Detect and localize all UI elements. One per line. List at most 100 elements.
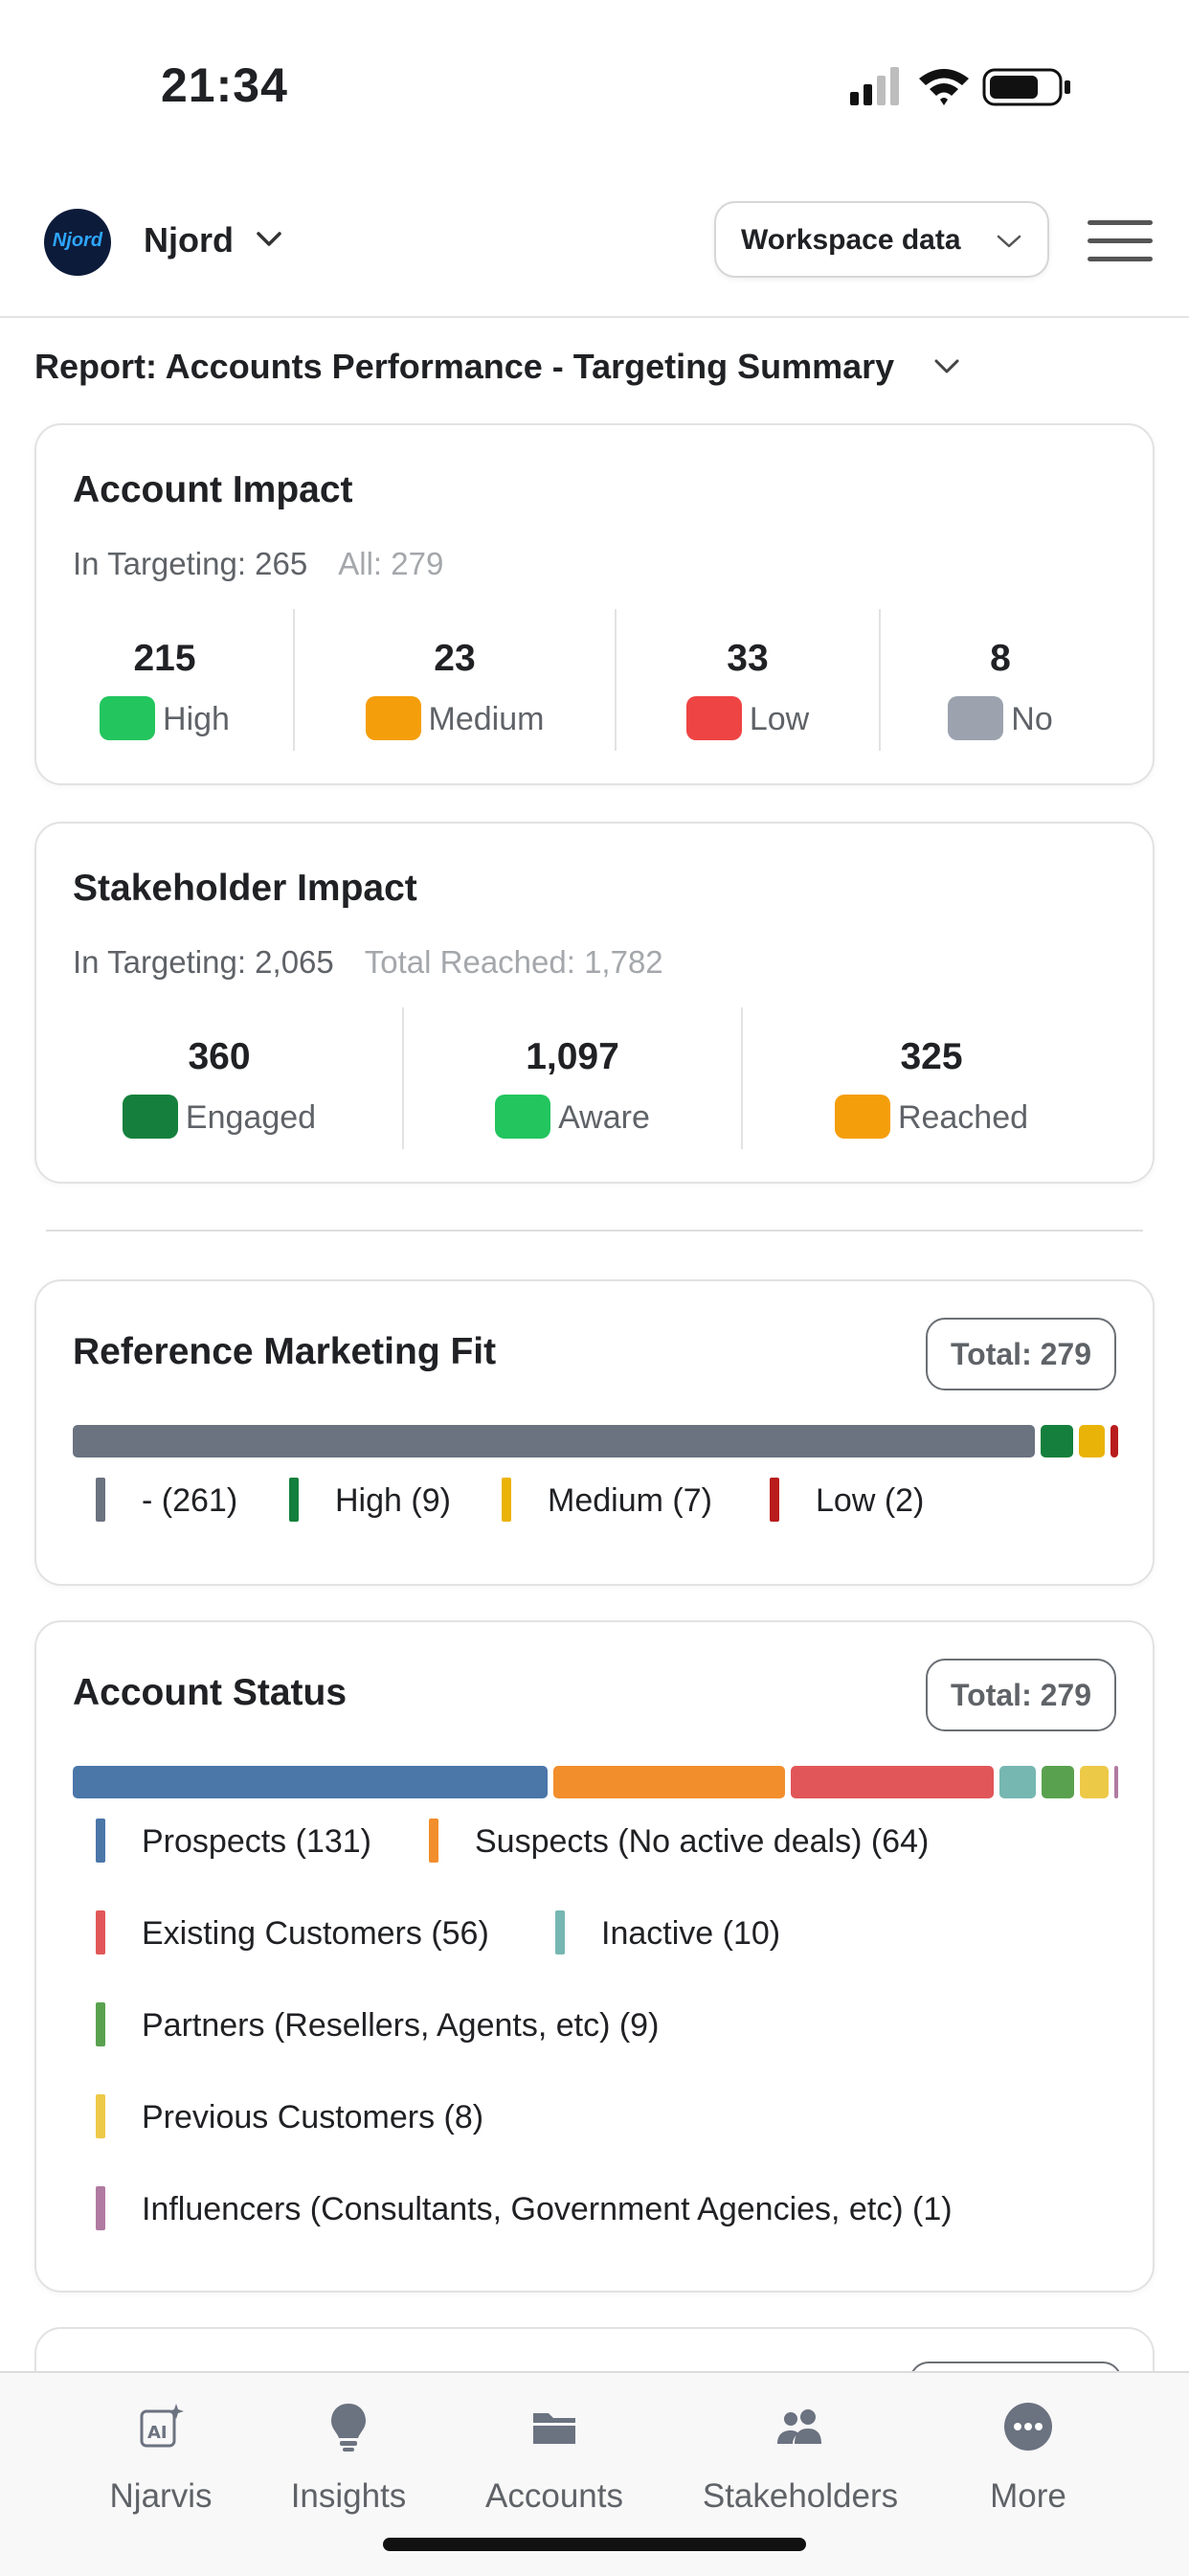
stat-label: High: [163, 700, 230, 737]
tab-accounts[interactable]: Accounts: [463, 2400, 645, 2516]
section-divider: [46, 1230, 1143, 1232]
legend-marker: [770, 1478, 779, 1522]
legend-swatch: [122, 1095, 178, 1139]
divider: [615, 609, 617, 751]
brand-logo[interactable]: Njord: [44, 209, 111, 276]
tab-label: More: [990, 2477, 1066, 2515]
legend-marker: [289, 1478, 299, 1522]
legend-marker: [96, 2186, 105, 2230]
legend-item-partners[interactable]: Partners (Resellers, Agents, etc) (9): [96, 2002, 659, 2049]
account-impact-card[interactable]: Account Impact In Targeting: 265 All: 279…: [34, 423, 1155, 785]
divider: [741, 1007, 743, 1149]
legend-item-low[interactable]: Low (2): [770, 1478, 924, 1525]
bar-segment-inactive[interactable]: [999, 1766, 1036, 1798]
legend-item-none[interactable]: - (261): [96, 1478, 237, 1525]
legend-item-suspects[interactable]: Suspects (No active deals) (64): [429, 1819, 929, 1865]
legend-item-previous-customers[interactable]: Previous Customers (8): [96, 2094, 483, 2141]
status-bar: 21:34: [0, 0, 1189, 172]
legend-swatch: [685, 696, 742, 740]
in-targeting-count: In Targeting: 265: [73, 546, 308, 581]
svg-text:AI: AI: [147, 2423, 168, 2443]
tab-stakeholders[interactable]: Stakeholders: [695, 2400, 906, 2516]
bar-segment-influencers[interactable]: [1114, 1766, 1119, 1798]
legend-item-medium[interactable]: Medium (7): [502, 1478, 712, 1525]
bar-segment-high[interactable]: [1040, 1425, 1074, 1457]
account-status-card[interactable]: Account Status Total: 279 Prospects (131…: [34, 1620, 1155, 2293]
hamburger-menu-icon[interactable]: [1086, 218, 1155, 264]
stakeholder-stat-reached[interactable]: 325 Reached: [743, 1036, 1120, 1141]
legend-swatch: [495, 1095, 551, 1139]
status-icons: [850, 67, 1070, 106]
report-title[interactable]: Report: Accounts Performance - Targeting…: [34, 347, 895, 386]
bar-segment-existing-customers[interactable]: [791, 1766, 995, 1798]
total-badge: Total: 279: [926, 1659, 1116, 1731]
bar-segment-low[interactable]: [1110, 1425, 1118, 1457]
divider: [879, 609, 881, 751]
stakeholder-impact-card[interactable]: Stakeholder Impact In Targeting: 2,065 To…: [34, 822, 1155, 1184]
bar-segment-partners[interactable]: [1041, 1766, 1074, 1798]
legend-item-high[interactable]: High (9): [289, 1478, 451, 1525]
stat-value: 23: [434, 638, 476, 679]
divider: [402, 1007, 404, 1149]
legend-item-inactive[interactable]: Inactive (10): [555, 1910, 780, 1957]
legend-marker: [96, 2002, 105, 2046]
ai-sparkle-icon: AI: [140, 2404, 184, 2448]
stat-value: 325: [900, 1036, 963, 1077]
chevron-down-icon[interactable]: [255, 228, 283, 251]
stat-label: Aware: [558, 1098, 650, 1136]
legend-swatch: [100, 696, 156, 740]
lightbulb-icon: [331, 2404, 366, 2452]
legend-marker: [429, 1819, 438, 1863]
legend-marker: [96, 2094, 105, 2138]
stat-value: 215: [133, 638, 196, 679]
reference-marketing-fit-card[interactable]: Reference Marketing Fit Total: 279 - (26…: [34, 1279, 1155, 1586]
card-title: Reference Marketing Fit: [73, 1331, 497, 1372]
legend-swatch: [365, 696, 421, 740]
workspace-data-label: Workspace data: [741, 224, 961, 256]
divider: [293, 609, 295, 751]
chevron-down-icon: [997, 235, 1021, 248]
stat-label: Reached: [897, 1098, 1029, 1136]
stat-value: 33: [727, 638, 769, 679]
bar-segment-previous-customers[interactable]: [1079, 1766, 1110, 1798]
stat-label: Medium: [428, 700, 545, 737]
chevron-down-icon[interactable]: [932, 356, 961, 377]
tab-insights[interactable]: Insights: [272, 2400, 425, 2516]
workspace-data-dropdown[interactable]: Workspace data: [714, 201, 1049, 278]
stat-label: Engaged: [185, 1098, 317, 1136]
legend-item-existing-customers[interactable]: Existing Customers (56): [96, 1910, 489, 1957]
stat-label: No: [1011, 700, 1053, 737]
account-impact-stat-no[interactable]: 8 No: [881, 638, 1120, 743]
bar-segment-suspects[interactable]: [552, 1766, 786, 1798]
account-impact-stat-high[interactable]: 215 High: [36, 638, 293, 743]
stakeholder-stat-engaged[interactable]: 360 Engaged: [36, 1036, 402, 1141]
legend-item-influencers[interactable]: Influencers (Consultants, Government Age…: [96, 2186, 953, 2233]
stat-value: 8: [990, 638, 1011, 679]
total-reached-count: Total Reached: 1,782: [364, 944, 663, 980]
in-targeting-count: In Targeting: 2,065: [73, 944, 334, 980]
home-indicator: [383, 2538, 806, 2551]
legend-marker: [96, 1910, 105, 1955]
stakeholder-stat-aware[interactable]: 1,097 Aware: [404, 1036, 741, 1141]
stat-value: 360: [188, 1036, 251, 1077]
folder-icon: [533, 2413, 575, 2444]
tab-label: Stakeholders: [702, 2477, 899, 2515]
bar-segment-medium[interactable]: [1079, 1425, 1106, 1457]
total-badge: Total: 279: [926, 1318, 1116, 1390]
wifi-icon: [919, 69, 969, 105]
workspace-name[interactable]: Njord: [144, 220, 234, 260]
account-impact-stat-medium[interactable]: 23 Medium: [295, 638, 615, 743]
card-title: Account Impact: [73, 469, 353, 510]
tab-more[interactable]: More: [952, 2400, 1105, 2516]
account-impact-stat-low[interactable]: 33 Low: [617, 638, 879, 743]
bar-segment-none[interactable]: [73, 1425, 1035, 1457]
cellular-signal-icon: [850, 67, 899, 105]
stat-value: 1,097: [526, 1036, 619, 1077]
bottom-tab-bar: AI Njarvis Insights Accounts Stakeholder…: [0, 2371, 1189, 2576]
app-header: Njord Njord Workspace data: [0, 182, 1189, 318]
bar-segment-prospects[interactable]: [73, 1766, 548, 1798]
tab-label: Accounts: [485, 2477, 623, 2515]
tab-njarvis[interactable]: AI Njarvis: [84, 2400, 237, 2516]
legend-item-prospects[interactable]: Prospects (131): [96, 1819, 371, 1865]
stacked-bar: [73, 1766, 1119, 1798]
